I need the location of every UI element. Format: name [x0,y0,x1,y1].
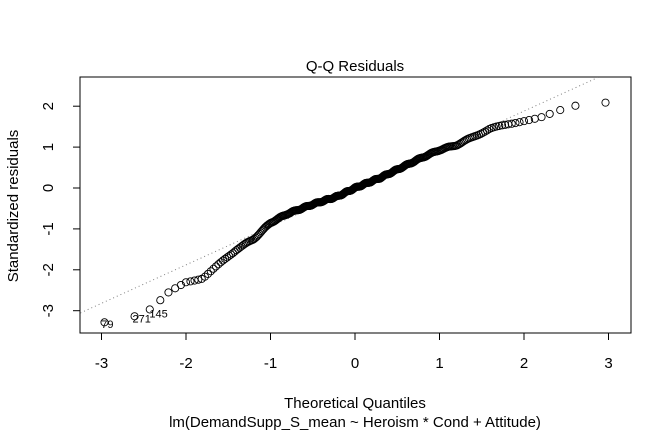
qq-point [497,121,507,130]
y-tick-label: -1 [40,222,57,235]
qq-point [100,318,109,327]
qq-point [507,119,516,128]
qq-point [200,272,209,281]
qq-point [601,98,610,107]
x-tick-label: 3 [604,355,612,372]
y-axis-label: Standardized residuals [5,130,22,283]
point-label: 145 [149,309,167,321]
qq-point [176,280,185,290]
qq-reference-line [80,77,601,314]
x-tick-label: 1 [435,355,443,372]
qq-point [495,121,504,130]
qq-point [571,101,580,110]
qq-point [211,262,221,271]
qq-point [478,128,487,137]
qq-point [525,116,534,125]
qq-point [545,109,554,118]
point-label: 79 [101,319,113,331]
x-tick-label: 0 [351,355,359,372]
y-axis: -3 -2 -1 0 1 2 [40,102,81,317]
qq-point [164,288,173,297]
qq-point [537,113,546,122]
x-axis: -3 -2 -1 0 1 2 3 [95,332,613,372]
x-axis-label: Theoretical Quantiles [284,395,426,412]
y-tick-label: 1 [40,143,57,151]
qq-point [145,305,154,314]
plot-frame [79,76,632,334]
chart-title: Q-Q Residuals [306,58,404,75]
qq-point [221,254,230,263]
qq-point [476,129,485,138]
x-tick-label: 2 [520,355,528,372]
point-label: 271 [133,314,151,326]
qq-point [209,264,218,273]
qq-point [181,278,191,287]
x-axis-sublabel: lm(DemandSupp_S_mean ~ Heroism * Cond + … [169,414,541,431]
y-tick-label: 2 [40,102,57,110]
qq-point [515,118,524,127]
qq-point [519,117,529,126]
qq-point [186,277,195,286]
y-tick-label: 0 [40,184,57,192]
points-layer [100,98,610,327]
y-tick-label: -3 [40,304,57,317]
qq-point [511,118,520,128]
x-tick-label: -1 [264,355,277,372]
x-tick-label: -3 [95,355,108,372]
qq-point [206,267,215,276]
qq-point [482,126,492,135]
reference-line-layer [80,77,601,314]
x-tick-label: -2 [179,355,192,372]
qq-point [130,312,139,321]
qq-point [480,127,489,136]
qq-point [156,296,165,305]
qq-point [194,275,203,284]
qq-point [556,106,565,115]
y-tick-label: -2 [40,263,57,276]
qq-point [203,269,212,278]
